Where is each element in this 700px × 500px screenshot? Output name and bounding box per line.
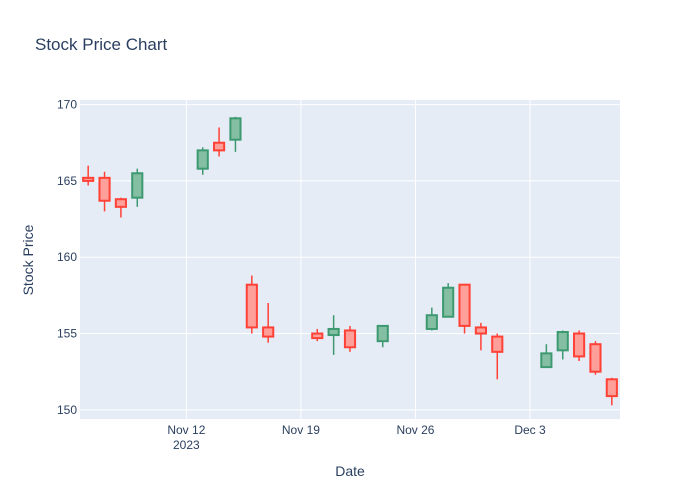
candle-body [605, 378, 618, 398]
x-tick-label: Nov 12 [167, 423, 205, 437]
candle-decreasing[interactable] [458, 283, 471, 334]
y-axis-title: Stock Price [20, 224, 36, 295]
candle-decreasing[interactable] [343, 325, 357, 352]
candle-increasing[interactable] [196, 147, 209, 175]
candle-body [458, 283, 471, 327]
candle-increasing[interactable] [327, 315, 340, 355]
x-tick-label: Dec 3 [514, 423, 546, 437]
candle-body [474, 326, 487, 335]
candle-increasing[interactable] [376, 324, 389, 348]
candle-body [343, 329, 357, 349]
candle-body [589, 343, 602, 373]
candle-body [229, 117, 242, 141]
candle-increasing[interactable] [556, 330, 569, 360]
candle-body [262, 326, 275, 338]
candle-body [573, 332, 586, 358]
candle-increasing[interactable] [442, 283, 455, 318]
candle-body [213, 141, 226, 152]
y-tick-label: 155 [57, 327, 77, 341]
candle-decreasing[interactable] [82, 165, 95, 186]
y-tick-label: 165 [57, 174, 77, 188]
candle-decreasing[interactable] [311, 328, 324, 342]
candle-decreasing[interactable] [589, 341, 602, 375]
y-axis-ticks: 150 155 160 165 170 [57, 98, 77, 417]
x-tick-label: Nov 26 [396, 423, 434, 437]
y-tick-label: 160 [57, 250, 77, 264]
candle-body [540, 352, 553, 369]
candle-decreasing[interactable] [605, 377, 618, 406]
y-tick-label: 170 [57, 98, 77, 112]
candle-decreasing[interactable] [245, 275, 258, 334]
candle-decreasing[interactable] [573, 330, 586, 361]
candle-body [114, 198, 127, 208]
candle-increasing[interactable] [131, 168, 144, 207]
candle-body [196, 149, 209, 170]
candle-body [311, 332, 324, 340]
x-tick-label: Nov 19 [282, 423, 320, 437]
candle-increasing[interactable] [229, 116, 242, 152]
candle-decreasing[interactable] [98, 171, 111, 212]
x-axis-title: Date [335, 463, 365, 479]
candle-body [98, 176, 111, 202]
candle-increasing[interactable] [425, 307, 438, 331]
candle-body [131, 172, 144, 199]
candle-decreasing[interactable] [491, 333, 504, 380]
candle-body [327, 327, 340, 337]
candle-decreasing[interactable] [213, 127, 226, 157]
plot-area[interactable] [80, 100, 620, 419]
candle-increasing[interactable] [540, 344, 553, 369]
chart-title: Stock Price Chart [35, 35, 168, 54]
candle-body [82, 176, 95, 182]
candle-body [245, 283, 258, 329]
candle-body [376, 324, 389, 343]
candle-decreasing[interactable] [474, 322, 487, 351]
candle-body [491, 335, 504, 353]
y-tick-label: 150 [57, 403, 77, 417]
candles[interactable] [82, 116, 618, 406]
x-tick-year-label: 2023 [173, 438, 200, 452]
candle-decreasing[interactable] [262, 303, 275, 343]
candle-body [556, 331, 569, 352]
candle-body [425, 314, 438, 330]
candle-decreasing[interactable] [114, 197, 127, 218]
candle-body [442, 286, 455, 318]
